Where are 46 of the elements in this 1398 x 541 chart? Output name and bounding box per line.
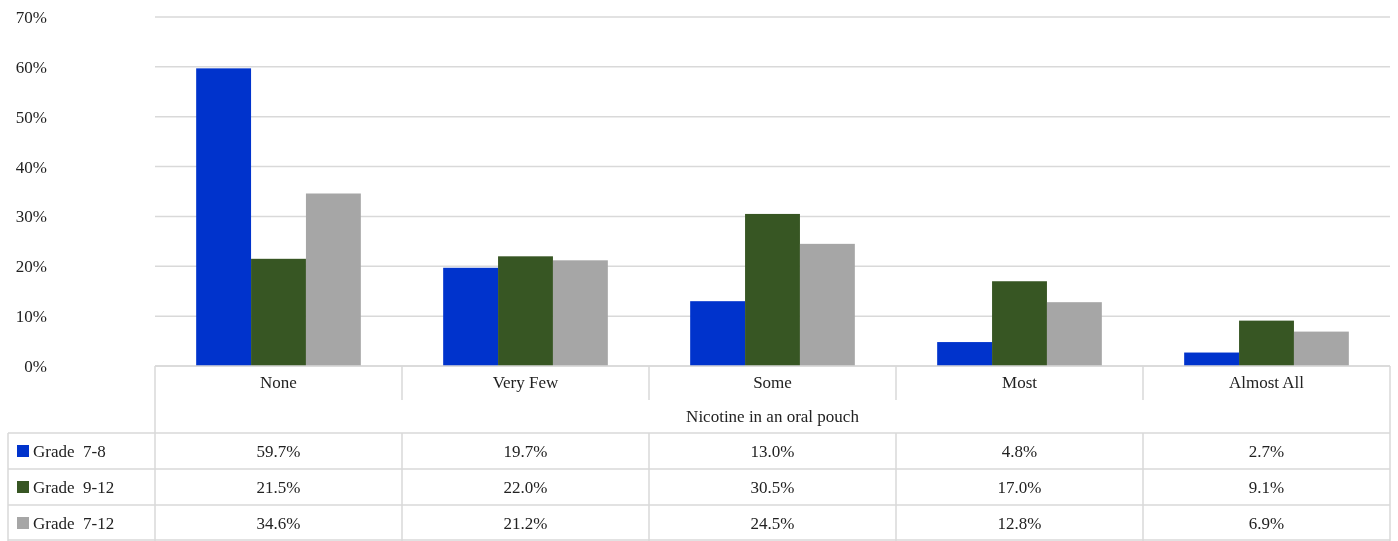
data-label: 13.0% — [750, 442, 795, 461]
bar — [690, 301, 746, 366]
x-tick-label: Very Few — [492, 373, 560, 392]
legend-label: Grade 9-12 — [33, 478, 115, 497]
bar — [305, 193, 361, 366]
x-tick-label: Most — [1002, 373, 1038, 392]
bar — [1239, 320, 1294, 366]
data-label: 19.7% — [503, 442, 548, 461]
data-label: 21.2% — [503, 514, 548, 533]
bar — [552, 260, 608, 366]
bar — [443, 267, 499, 366]
x-tick-label: Some — [753, 373, 792, 392]
bar — [196, 68, 252, 366]
y-tick-label: 50% — [15, 107, 47, 127]
data-label: 6.9% — [1248, 514, 1285, 533]
y-tick-label: 20% — [15, 257, 47, 277]
bar — [1046, 302, 1102, 366]
data-label: 21.5% — [256, 478, 301, 497]
y-tick-label: 70% — [15, 7, 47, 27]
data-label: 9.1% — [1248, 478, 1285, 497]
legend-label: Grade 7-12 — [33, 514, 115, 533]
bar — [799, 243, 855, 366]
x-tick-label: Almost All — [1228, 373, 1305, 392]
data-label: 12.8% — [997, 514, 1042, 533]
y-tick-label: 0% — [24, 356, 47, 376]
y-tick-label: 30% — [15, 207, 47, 227]
data-label: 24.5% — [750, 514, 795, 533]
y-tick-label: 60% — [15, 57, 47, 77]
bar — [498, 256, 553, 366]
bar — [1293, 331, 1349, 366]
data-label: 17.0% — [997, 478, 1042, 497]
data-label: 34.6% — [256, 514, 301, 533]
bar — [992, 281, 1047, 366]
y-tick-label: 10% — [15, 307, 47, 327]
y-tick-label: 40% — [15, 157, 47, 177]
x-tick-label: None — [260, 373, 297, 392]
bar — [745, 213, 800, 366]
data-label: 30.5% — [750, 478, 795, 497]
data-label: 4.8% — [1001, 442, 1038, 461]
data-label: 22.0% — [503, 478, 548, 497]
data-label: 2.7% — [1248, 442, 1285, 461]
bar — [251, 258, 306, 366]
data-label: 59.7% — [256, 442, 301, 461]
legend-label: Grade 7-8 — [33, 442, 106, 461]
bar — [937, 342, 993, 366]
x-axis-title: Nicotine in an oral pouch — [686, 407, 860, 426]
